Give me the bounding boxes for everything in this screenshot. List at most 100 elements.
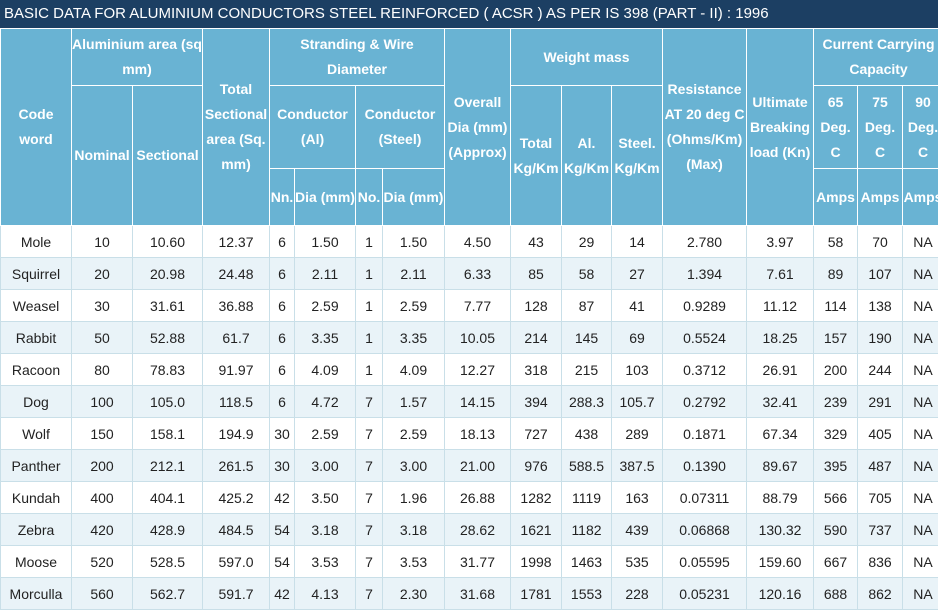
header-ultimate-breaking: Ultimate Breaking load (Kn)	[747, 29, 814, 226]
cell: 239	[814, 386, 858, 418]
cell: 89	[814, 258, 858, 290]
cell: NA	[903, 226, 938, 258]
cell: 329	[814, 418, 858, 450]
cell: 103	[612, 354, 663, 386]
cell: 20	[72, 258, 133, 290]
cell: 12.27	[445, 354, 511, 386]
cell: 215	[562, 354, 612, 386]
cell: 4.13	[295, 578, 356, 610]
cell: 30	[270, 450, 295, 482]
cell: 20.98	[133, 258, 203, 290]
cell: 31.61	[133, 290, 203, 322]
cell: 28.62	[445, 514, 511, 546]
cell: 597.0	[203, 546, 270, 578]
page-title: BASIC DATA FOR ALUMINIUM CONDUCTORS STEE…	[0, 0, 938, 28]
cell: 58	[814, 226, 858, 258]
cell: 1781	[511, 578, 562, 610]
header-amps-65: Amps	[814, 169, 858, 226]
header-conductor-al: Conductor (Al)	[270, 86, 356, 169]
cell: NA	[903, 418, 938, 450]
cell: 2.59	[383, 418, 445, 450]
cell: NA	[903, 258, 938, 290]
cell: 43	[511, 226, 562, 258]
cell: 2.780	[663, 226, 747, 258]
cell: 42	[270, 578, 295, 610]
cell: 3.97	[747, 226, 814, 258]
cell: 69	[612, 322, 663, 354]
cell: 14.15	[445, 386, 511, 418]
cell: 3.18	[383, 514, 445, 546]
cell: 487	[858, 450, 903, 482]
cell: 562.7	[133, 578, 203, 610]
cell: 32.41	[747, 386, 814, 418]
header-nominal: Nominal	[72, 86, 133, 226]
cell: Wolf	[1, 418, 72, 450]
cell: 29	[562, 226, 612, 258]
cell: 425.2	[203, 482, 270, 514]
header-overall-dia: Overall Dia (mm) (Approx)	[445, 29, 511, 226]
cell: Kundah	[1, 482, 72, 514]
cell: Squirrel	[1, 258, 72, 290]
cell: 159.60	[747, 546, 814, 578]
cell: 0.2792	[663, 386, 747, 418]
cell: 0.9289	[663, 290, 747, 322]
cell: 7.77	[445, 290, 511, 322]
cell: 590	[814, 514, 858, 546]
cell: 318	[511, 354, 562, 386]
cell: 1182	[562, 514, 612, 546]
cell: 1119	[562, 482, 612, 514]
cell: 428.9	[133, 514, 203, 546]
cell: 2.30	[383, 578, 445, 610]
cell: 0.06868	[663, 514, 747, 546]
cell: 228	[612, 578, 663, 610]
cell: 31.68	[445, 578, 511, 610]
cell: NA	[903, 386, 938, 418]
cell: Panther	[1, 450, 72, 482]
cell: 438	[562, 418, 612, 450]
cell: 7	[356, 482, 383, 514]
cell: 688	[814, 578, 858, 610]
cell: 667	[814, 546, 858, 578]
header-steel-kgkm: Steel. Kg/Km	[612, 86, 663, 226]
cell: 1.96	[383, 482, 445, 514]
cell: 737	[858, 514, 903, 546]
header-stranding: Stranding & Wire Diameter	[270, 29, 445, 86]
cell: 120.16	[747, 578, 814, 610]
cell: 50	[72, 322, 133, 354]
cell: 138	[858, 290, 903, 322]
header-current-capacity: Current Carrying Capacity	[814, 29, 938, 86]
cell: 118.5	[203, 386, 270, 418]
header-90-deg: 90 Deg. C	[903, 86, 938, 169]
header-weight-mass: Weight mass	[511, 29, 663, 86]
cell: 420	[72, 514, 133, 546]
cell: 1	[356, 290, 383, 322]
cell: 150	[72, 418, 133, 450]
cell: Moose	[1, 546, 72, 578]
cell: 4.50	[445, 226, 511, 258]
cell: 52.88	[133, 322, 203, 354]
cell: 200	[72, 450, 133, 482]
header-75-deg: 75 Deg. C	[858, 86, 903, 169]
cell: 190	[858, 322, 903, 354]
cell: NA	[903, 290, 938, 322]
cell: 0.1871	[663, 418, 747, 450]
cell: 10	[72, 226, 133, 258]
cell: 87	[562, 290, 612, 322]
cell: 705	[858, 482, 903, 514]
cell: 244	[858, 354, 903, 386]
cell: 387.5	[612, 450, 663, 482]
cell: 591.7	[203, 578, 270, 610]
cell: 0.05231	[663, 578, 747, 610]
cell: 1.394	[663, 258, 747, 290]
cell: 6	[270, 290, 295, 322]
cell: 10.60	[133, 226, 203, 258]
cell: 3.00	[295, 450, 356, 482]
